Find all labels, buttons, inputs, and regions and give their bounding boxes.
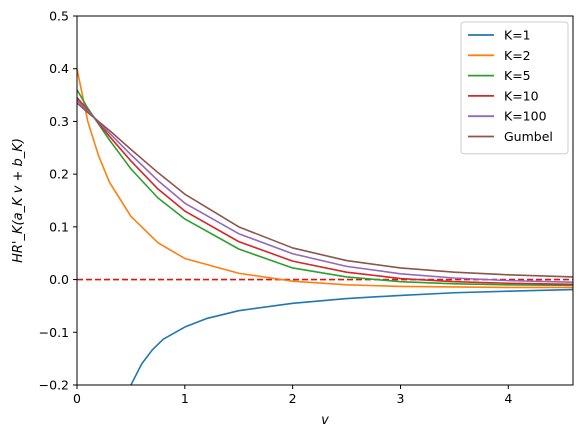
legend-label: K=5	[504, 68, 531, 83]
series-line-0	[130, 288, 573, 385]
series-line-3	[77, 97, 573, 286]
y-tick-label: 0.4	[49, 61, 69, 76]
legend: K=1 K=2 K=5 K=10 K=100 Gumbel	[460, 21, 569, 155]
y-tick-label: 0.3	[49, 114, 69, 129]
x-tick-label: 3	[397, 391, 405, 406]
x-tick-label: 4	[504, 391, 512, 406]
axes-frame	[76, 15, 574, 386]
x-tick-label: 0	[73, 391, 81, 406]
series-line-4	[77, 99, 573, 284]
y-tick-label: 0.1	[49, 219, 69, 234]
legend-label: K=100	[504, 109, 547, 124]
y-tick-label: 0.5	[49, 9, 69, 24]
plot-area	[77, 68, 573, 385]
y-tick-label: 0.0	[49, 272, 69, 287]
series-line-5	[77, 102, 573, 278]
legend-label: K=1	[504, 28, 531, 43]
x-tick-label: 2	[289, 391, 297, 406]
legend-label: Gumbel	[504, 129, 553, 144]
y-tick-label: −0.2	[39, 378, 69, 393]
y-axis-label: HR'_K(a_K v + b_K)	[11, 138, 26, 263]
y-tick-label: 0.2	[49, 167, 69, 182]
x-tick-label: 1	[181, 391, 189, 406]
y-tick-label: −0.1	[39, 325, 69, 340]
x-axis-label: v	[321, 413, 329, 428]
legend-label: K=10	[504, 88, 539, 103]
legend-label: K=2	[504, 48, 531, 63]
series-line-2	[77, 89, 573, 287]
series-line-1	[77, 68, 573, 289]
axes: 0 1 2 3 4 −0.2 −0.1 0.0 0.1 0.2 0.3 0.4 0.5 v HR'_K(a_…	[11, 9, 574, 428]
